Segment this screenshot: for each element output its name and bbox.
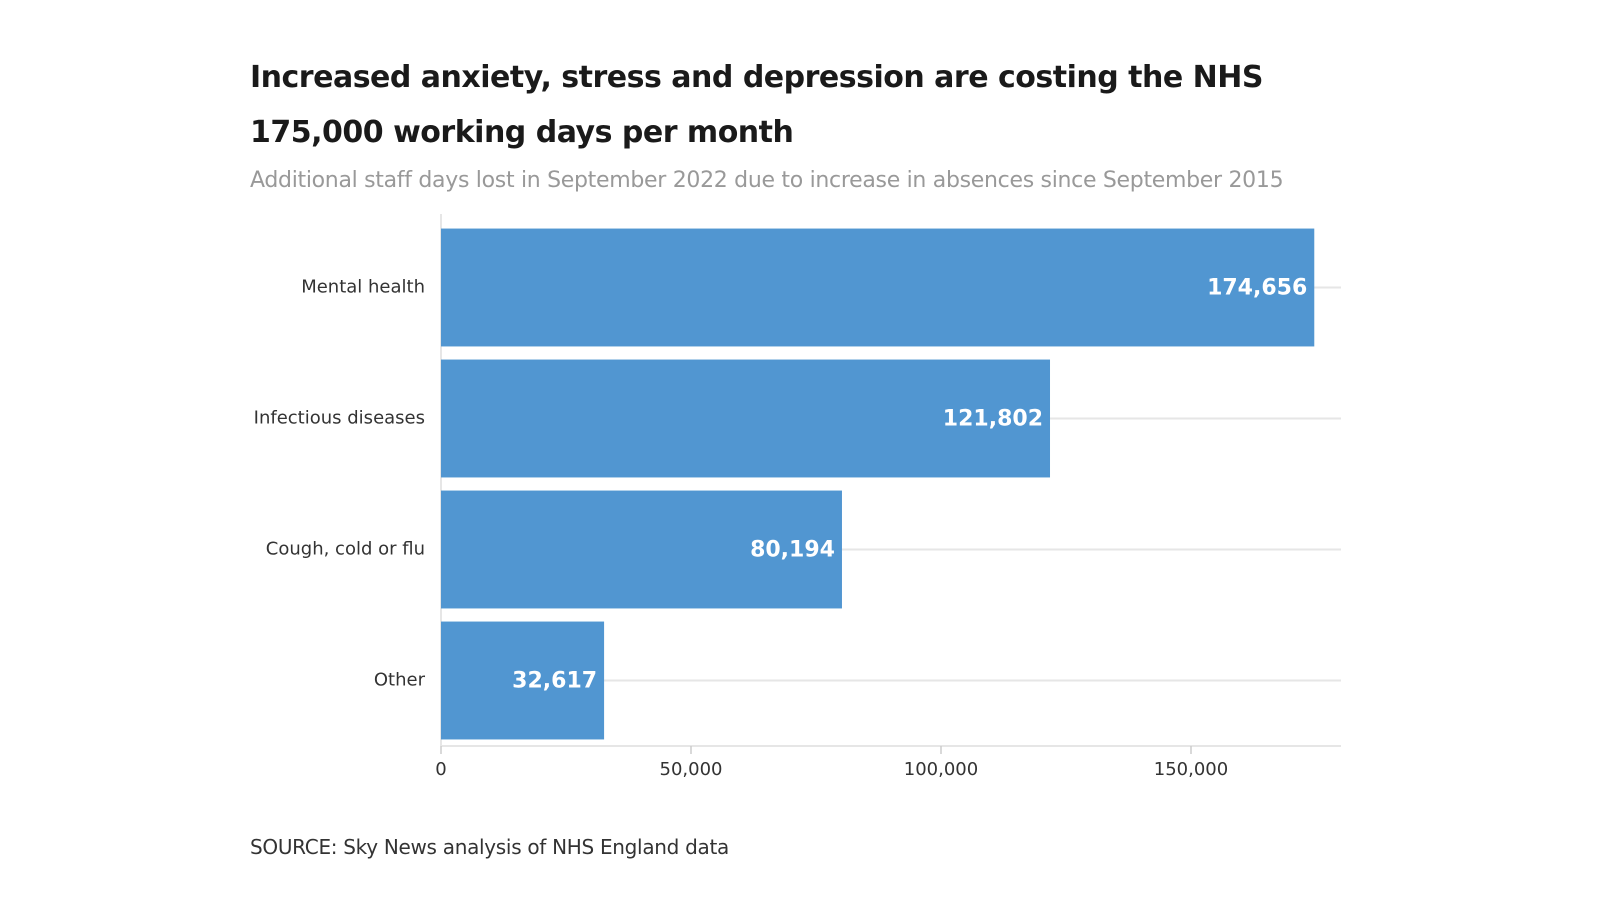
y-tick-label: Other: [374, 670, 426, 691]
bar: [441, 228, 1315, 347]
y-tick-label: Cough, cold or flu: [266, 539, 425, 560]
bar: [441, 621, 605, 740]
chart-title: Increased anxiety, stress and depression…: [250, 60, 1263, 150]
value-label: 80,194: [750, 538, 835, 563]
y-tick-label: Mental health: [301, 277, 425, 298]
x-tick-label: 150,000: [1154, 759, 1228, 780]
x-tick-label: 50,000: [660, 759, 723, 780]
source-note: SOURCE: Sky News analysis of NHS England…: [250, 835, 729, 859]
x-tick-label: 100,000: [904, 759, 978, 780]
value-label: 121,802: [943, 407, 1043, 432]
chart-subtitle: Additional staff days lost in September …: [250, 168, 1284, 193]
value-label: 32,617: [512, 669, 597, 694]
value-label: 174,656: [1207, 276, 1307, 301]
bar: [441, 490, 842, 609]
y-tick-label: Infectious diseases: [254, 408, 425, 429]
bar: [441, 359, 1051, 478]
x-tick-label: 0: [435, 759, 446, 780]
